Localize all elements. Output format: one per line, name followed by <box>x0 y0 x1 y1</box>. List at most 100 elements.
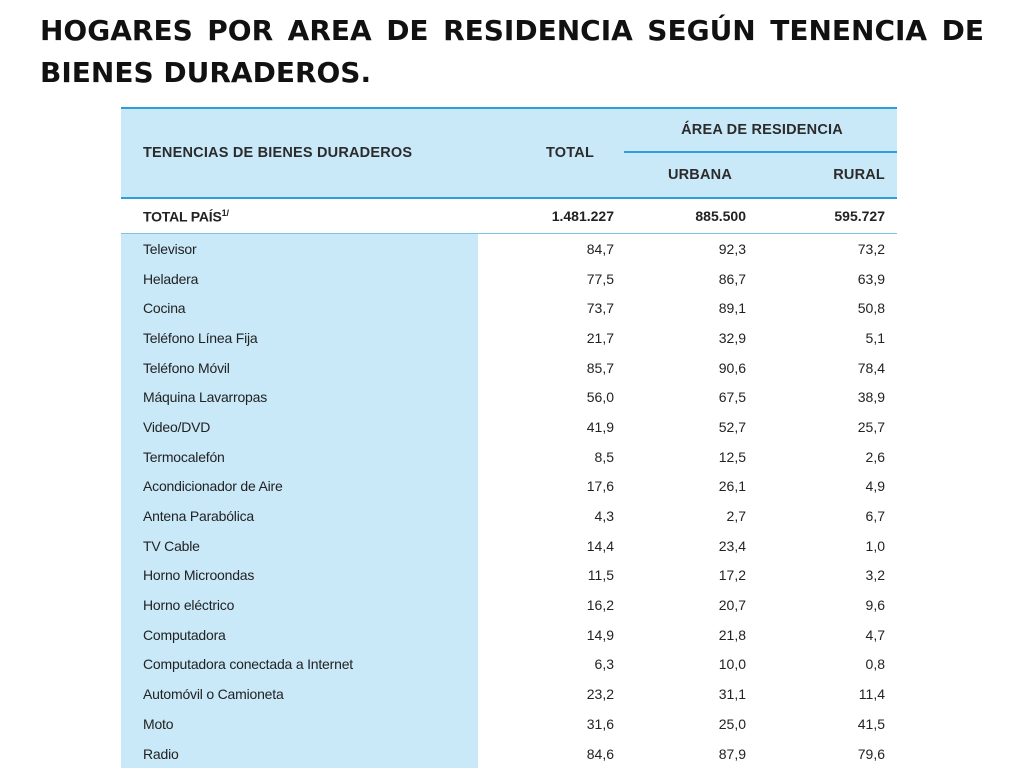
row-urbana: 21,8 <box>624 619 760 650</box>
slide-title: HOGARES POR AREA DE RESIDENCIA SEGÚN TEN… <box>40 14 984 89</box>
row-label: Computadora conectada a Internet <box>121 649 478 680</box>
row-urbana: 31,1 <box>624 679 760 709</box>
row-urbana: 86,7 <box>624 263 760 294</box>
row-rural: 1,0 <box>760 530 897 561</box>
row-total: 41,9 <box>478 412 624 442</box>
row-label: Teléfono Línea Fija <box>121 323 478 353</box>
row-urbana: 26,1 <box>624 471 760 502</box>
table-row: Cocina 73,7 89,1 50,8 <box>121 293 897 324</box>
row-label: Acondicionador de Aire <box>121 471 478 502</box>
header-total-column: TOTAL <box>478 109 624 198</box>
total-row-label: TOTAL PAÍS1/ <box>121 197 478 234</box>
row-label: TV Cable <box>121 530 478 561</box>
row-urbana: 67,5 <box>624 382 760 413</box>
row-label: Máquina Lavarropas <box>121 382 478 413</box>
row-total: 17,6 <box>478 471 624 502</box>
row-label: Horno Microondas <box>121 560 478 591</box>
row-label: Antena Parabólica <box>121 501 478 531</box>
row-label: Video/DVD <box>121 412 478 442</box>
row-label: Termocalefón <box>121 441 478 472</box>
row-urbana: 89,1 <box>624 293 760 324</box>
row-rural: 79,6 <box>760 738 897 768</box>
row-label: Moto <box>121 709 478 739</box>
data-table: TENENCIAS DE BIENES DURADEROS TOTAL ÁREA… <box>121 109 897 768</box>
header-area-group: ÁREA DE RESIDENCIA <box>624 109 897 153</box>
table-row: Horno eléctrico 16,2 20,7 9,6 <box>121 590 897 620</box>
row-total: 4,3 <box>478 501 624 531</box>
header-urbana-column: URBANA <box>624 152 760 198</box>
row-rural: 6,7 <box>760 501 897 531</box>
row-total: 84,6 <box>478 738 624 768</box>
row-total: 21,7 <box>478 323 624 353</box>
row-total: 85,7 <box>478 352 624 383</box>
row-urbana: 17,2 <box>624 560 760 591</box>
table-row: Horno Microondas 11,5 17,2 3,2 <box>121 560 897 591</box>
row-total: 23,2 <box>478 679 624 709</box>
row-total: 73,7 <box>478 293 624 324</box>
row-rural: 78,4 <box>760 352 897 383</box>
row-total: 8,5 <box>478 441 624 472</box>
table-row: Computadora conectada a Internet 6,3 10,0 0… <box>121 649 897 680</box>
row-rural: 0,8 <box>760 649 897 680</box>
table-row: Heladera 77,5 86,7 63,9 <box>121 263 897 294</box>
row-label: Computadora <box>121 619 478 650</box>
row-rural: 4,7 <box>760 619 897 650</box>
row-urbana: 12,5 <box>624 441 760 472</box>
row-label: Horno eléctrico <box>121 590 478 620</box>
table-row: Teléfono Línea Fija 21,7 32,9 5,1 <box>121 323 897 353</box>
row-urbana: 32,9 <box>624 323 760 353</box>
table-row: Máquina Lavarropas 56,0 67,5 38,9 <box>121 382 897 413</box>
table-row: Teléfono Móvil 85,7 90,6 78,4 <box>121 352 897 383</box>
row-rural: 63,9 <box>760 263 897 294</box>
table-row: Computadora 14,9 21,8 4,7 <box>121 619 897 650</box>
total-row-footnote: 1/ <box>221 207 229 218</box>
row-label: Televisor <box>121 233 478 264</box>
total-row-urbana: 885.500 <box>624 197 760 234</box>
header-label-column: TENENCIAS DE BIENES DURADEROS <box>121 109 478 198</box>
row-rural: 38,9 <box>760 382 897 413</box>
row-total: 84,7 <box>478 233 624 264</box>
row-rural: 50,8 <box>760 293 897 324</box>
table-row: Televisor 84,7 92,3 73,2 <box>121 233 897 264</box>
table-row: Antena Parabólica 4,3 2,7 6,7 <box>121 501 897 531</box>
row-urbana: 92,3 <box>624 233 760 264</box>
row-rural: 5,1 <box>760 323 897 353</box>
row-rural: 11,4 <box>760 679 897 709</box>
row-urbana: 2,7 <box>624 501 760 531</box>
table-row: Acondicionador de Aire 17,6 26,1 4,9 <box>121 471 897 502</box>
table-row: Moto 31,6 25,0 41,5 <box>121 709 897 739</box>
row-label: Automóvil o Camioneta <box>121 679 478 709</box>
row-rural: 4,9 <box>760 471 897 502</box>
row-label: Heladera <box>121 263 478 294</box>
header-rural-column: RURAL <box>760 152 897 198</box>
row-total: 77,5 <box>478 263 624 294</box>
row-urbana: 10,0 <box>624 649 760 680</box>
row-total: 6,3 <box>478 649 624 680</box>
row-urbana: 23,4 <box>624 530 760 561</box>
table-row: Video/DVD 41,9 52,7 25,7 <box>121 412 897 442</box>
table-row: TV Cable 14,4 23,4 1,0 <box>121 530 897 561</box>
row-label: Cocina <box>121 293 478 324</box>
row-urbana: 25,0 <box>624 709 760 739</box>
row-label: Teléfono Móvil <box>121 352 478 383</box>
row-urbana: 52,7 <box>624 412 760 442</box>
row-rural: 2,6 <box>760 441 897 472</box>
total-row-label-text: TOTAL PAÍS <box>143 208 222 225</box>
row-urbana: 20,7 <box>624 590 760 620</box>
table-row: Radio 84,6 87,9 79,6 <box>121 738 897 768</box>
table-row: Termocalefón 8,5 12,5 2,6 <box>121 441 897 472</box>
row-urbana: 90,6 <box>624 352 760 383</box>
row-total: 14,9 <box>478 619 624 650</box>
row-total: 56,0 <box>478 382 624 413</box>
row-total: 11,5 <box>478 560 624 591</box>
row-label: Radio <box>121 738 478 768</box>
row-rural: 25,7 <box>760 412 897 442</box>
row-rural: 9,6 <box>760 590 897 620</box>
durable-goods-table: TENENCIAS DE BIENES DURADEROS TOTAL ÁREA… <box>121 107 897 768</box>
total-row-rural: 595.727 <box>760 197 897 234</box>
row-total: 16,2 <box>478 590 624 620</box>
row-urbana: 87,9 <box>624 738 760 768</box>
table-body: TOTAL PAÍS1/ 1.481.227 885.500 595.727 T… <box>121 197 897 768</box>
total-row-total: 1.481.227 <box>478 197 624 234</box>
table-header: TENENCIAS DE BIENES DURADEROS TOTAL ÁREA… <box>121 109 897 198</box>
